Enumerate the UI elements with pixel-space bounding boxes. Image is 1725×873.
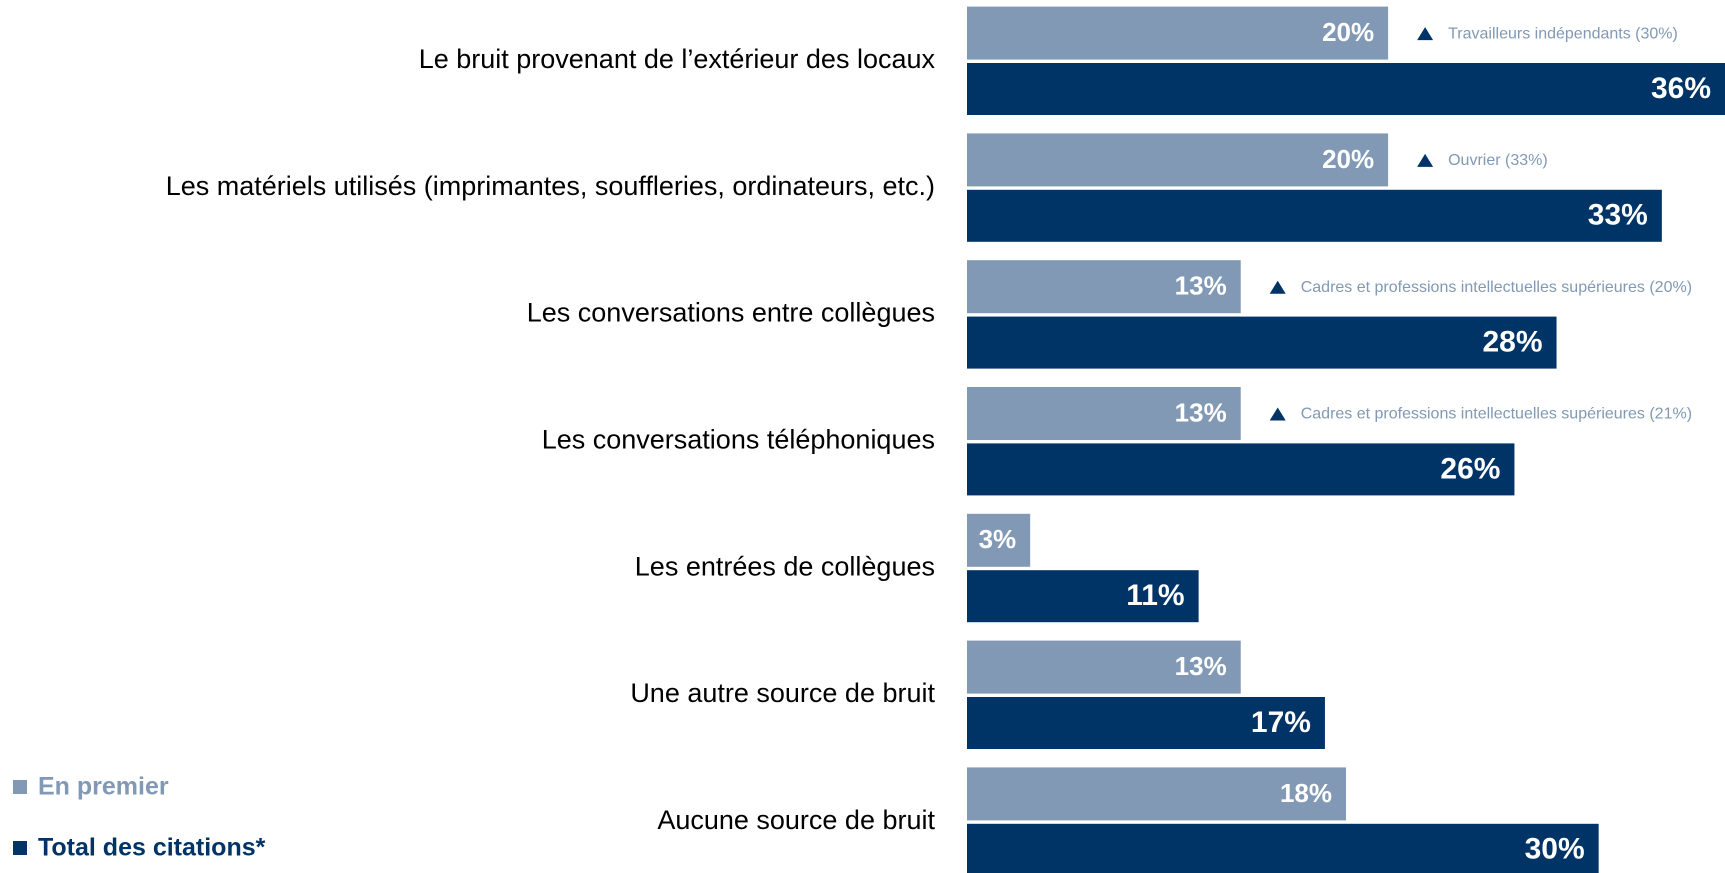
bar [967, 316, 1557, 369]
category-label: Les matériels utilisés (imprimantes, sou… [166, 171, 935, 201]
annotation-marker [1269, 407, 1286, 421]
value-label: 20% [1322, 144, 1374, 174]
category-label: Le bruit provenant de l’extérieur des lo… [419, 44, 936, 74]
category-label: Les conversations téléphoniques [542, 425, 935, 455]
bar [967, 387, 1241, 440]
legend-swatch [13, 780, 27, 794]
bar [967, 823, 1599, 873]
legend-label: En premier [38, 773, 169, 801]
value-label: 26% [1440, 452, 1500, 485]
value-label: 28% [1483, 326, 1543, 359]
category-label: Les conversations entre collègues [527, 298, 935, 328]
annotation-marker [1417, 153, 1434, 167]
value-label: 11% [1126, 579, 1184, 612]
annotation-marker [1417, 27, 1434, 41]
legend-swatch [13, 841, 27, 855]
value-label: 18% [1280, 778, 1332, 808]
value-label: 17% [1251, 706, 1311, 739]
bar [967, 767, 1346, 821]
annotation: Ouvrier (33%) [1448, 152, 1548, 169]
bar [967, 260, 1241, 314]
annotation-marker [1269, 280, 1286, 294]
bar [967, 570, 1199, 623]
legend-label: Total des citations* [38, 834, 266, 862]
value-label: 20% [1322, 17, 1374, 47]
category-label: Une autre source de bruit [630, 678, 935, 708]
bar [967, 443, 1515, 496]
value-label: 13% [1175, 397, 1227, 427]
bar [967, 640, 1241, 694]
value-label: 13% [1175, 271, 1227, 301]
value-label: 3% [979, 524, 1017, 554]
bar [967, 189, 1662, 242]
bar [967, 513, 1031, 567]
bar [967, 697, 1325, 749]
annotation: Cadres et professions intellectuelles su… [1301, 279, 1692, 296]
category-label: Les entrées de collègues [635, 551, 935, 581]
bar [967, 133, 1389, 187]
annotation: Travailleurs indépendants (30%) [1448, 25, 1678, 42]
value-label: 33% [1588, 199, 1648, 232]
bar [967, 6, 1389, 60]
value-label: 30% [1525, 833, 1585, 866]
bar [967, 63, 1725, 115]
category-label: Aucune source de bruit [657, 805, 935, 835]
annotation: Cadres et professions intellectuelles su… [1301, 406, 1692, 423]
value-label: 13% [1175, 651, 1227, 681]
value-label: 36% [1651, 72, 1711, 105]
